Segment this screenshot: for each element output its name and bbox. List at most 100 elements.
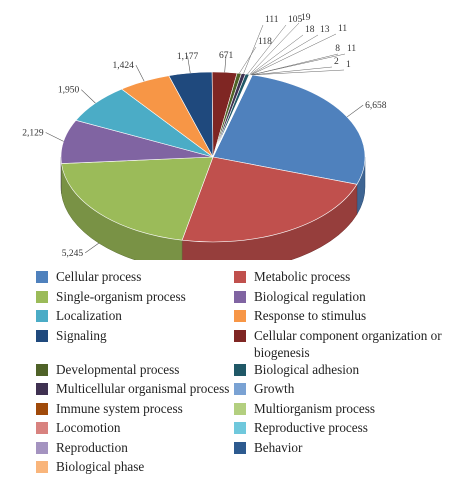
data-label: 11 bbox=[347, 44, 356, 54]
data-label: 1 bbox=[346, 60, 351, 70]
leader-line bbox=[224, 55, 227, 73]
legend-swatch bbox=[36, 402, 48, 415]
leader-line bbox=[249, 22, 300, 75]
leader-line bbox=[250, 34, 319, 75]
legend-label: Developmental process bbox=[56, 361, 180, 377]
data-label: 18 bbox=[305, 25, 315, 35]
legend-label: Response to stimulus bbox=[254, 308, 367, 323]
legend-swatch bbox=[36, 363, 48, 376]
legend-item-multiorganism-process: Multiorganism process bbox=[234, 400, 464, 420]
data-label: 5,245 bbox=[62, 249, 84, 259]
legend-swatch bbox=[234, 422, 246, 434]
legend-swatch bbox=[234, 402, 246, 415]
legend-swatch bbox=[234, 329, 246, 342]
data-label: 2,129 bbox=[22, 128, 44, 138]
legend-item-biological-regulation: Biological regulation bbox=[234, 288, 464, 308]
legend-swatch bbox=[234, 290, 246, 303]
legend-grid: Cellular process Metabolic process Single-… bbox=[36, 268, 466, 478]
leader-line bbox=[45, 132, 64, 142]
legend-item-reproductive-process: Reproductive process bbox=[234, 419, 464, 439]
legend-label: Biological adhesion bbox=[254, 361, 360, 377]
leader-line bbox=[84, 242, 100, 254]
legend-label: Biological regulation bbox=[254, 288, 366, 304]
legend-item-reproduction: Reproduction bbox=[36, 439, 234, 459]
legend-item-locomotion: Locomotion bbox=[36, 419, 234, 439]
data-label: 105 bbox=[288, 15, 303, 25]
legend-item-growth: Growth bbox=[234, 380, 464, 400]
legend-label: Cellular component organization or bioge… bbox=[254, 327, 442, 360]
leader-line bbox=[252, 66, 333, 76]
legend-swatch bbox=[36, 383, 48, 395]
leader-line bbox=[239, 46, 257, 74]
leader-line bbox=[187, 55, 191, 74]
legend-swatch bbox=[234, 271, 246, 283]
legend-label: Immune system process bbox=[56, 400, 183, 416]
legend-label: Single-organism process bbox=[56, 288, 186, 304]
data-label: 111 bbox=[265, 15, 279, 25]
leader-line bbox=[251, 33, 337, 75]
leader-line bbox=[252, 69, 345, 76]
legend-label: Metabolic process bbox=[254, 269, 351, 284]
data-label: 118 bbox=[258, 37, 272, 47]
data-label: 19 bbox=[301, 13, 311, 23]
legend-swatch bbox=[36, 310, 48, 322]
legend-label: Biological phase bbox=[56, 459, 145, 474]
leader-line bbox=[252, 53, 339, 76]
legend-item-single-organism-process: Single-organism process bbox=[36, 288, 234, 308]
pie-slice-cellular-process bbox=[212, 74, 366, 185]
legend-item-signaling: Signaling bbox=[36, 327, 234, 361]
legend-swatch bbox=[36, 461, 48, 473]
leader-line bbox=[81, 89, 96, 104]
legend: Cellular process Metabolic process Single-… bbox=[36, 268, 466, 478]
data-labels-group: 6,6585,8925,2452,1291,9501,4241,17767111… bbox=[22, 13, 387, 259]
leader-line bbox=[243, 24, 264, 74]
legend-item-response-to-stimulus: Response to stimulus bbox=[234, 307, 464, 327]
legend-item-immune-system-process: Immune system process bbox=[36, 400, 234, 420]
legend-item-cellular-process: Cellular process bbox=[36, 268, 234, 288]
legend-item-localization: Localization bbox=[36, 307, 234, 327]
legend-item-biological-adhesion: Biological adhesion bbox=[234, 361, 464, 381]
legend-swatch bbox=[234, 441, 246, 454]
leader-line bbox=[247, 24, 287, 75]
legend-swatch bbox=[36, 441, 48, 454]
legend-label: Signaling bbox=[56, 327, 107, 343]
legend-item-behavior: Behavior bbox=[234, 439, 464, 459]
legend-swatch bbox=[36, 329, 48, 342]
data-label: 13 bbox=[320, 25, 330, 35]
legend-swatch bbox=[234, 383, 246, 395]
legend-label: Reproductive process bbox=[254, 420, 368, 435]
data-label: 1,177 bbox=[177, 52, 199, 62]
legend-item-cellular-component-organization-or-biogenesis: Cellular component organization or bioge… bbox=[234, 327, 464, 361]
pie-slice-metabolic-process bbox=[181, 156, 358, 243]
legend-swatch bbox=[234, 363, 246, 376]
data-label: 1,950 bbox=[58, 86, 80, 96]
legend-item-multicellular-organismal-process: Multicellular organismal process bbox=[36, 380, 234, 400]
pie-chart-area: 6,6585,8925,2452,1291,9501,4241,17767111… bbox=[22, 13, 387, 260]
legend-label: Cellular process bbox=[56, 269, 142, 284]
data-label: 1,424 bbox=[113, 61, 135, 71]
leader-line bbox=[250, 34, 304, 75]
pie-slice-single-organism-process bbox=[61, 156, 214, 241]
data-label: 671 bbox=[219, 51, 234, 61]
legend-label: Behavior bbox=[254, 439, 303, 455]
legend-label: Multicellular organismal process bbox=[56, 381, 230, 396]
pie-tops-group bbox=[60, 71, 366, 243]
data-label: 11 bbox=[338, 24, 347, 34]
leader-lines-group bbox=[45, 22, 364, 254]
legend-item-metabolic-process: Metabolic process bbox=[234, 268, 464, 288]
legend-swatch bbox=[234, 310, 246, 322]
leader-line bbox=[135, 64, 145, 82]
legend-label: Reproduction bbox=[56, 439, 128, 455]
pie-chart: 6,6585,8925,2452,1291,9501,4241,17767111… bbox=[22, 13, 387, 260]
legend-item-biological-phase: Biological phase bbox=[36, 458, 234, 478]
data-label: 2 bbox=[334, 57, 339, 67]
data-label: 6,658 bbox=[365, 101, 387, 111]
legend-label: Localization bbox=[56, 308, 122, 323]
legend-label: Locomotion bbox=[56, 420, 121, 435]
leader-line bbox=[346, 104, 364, 118]
legend-label: Growth bbox=[254, 381, 295, 396]
legend-item-developmental-process: Developmental process bbox=[36, 361, 234, 381]
legend-swatch bbox=[36, 271, 48, 283]
legend-swatch bbox=[36, 290, 48, 303]
legend-label: Multiorganism process bbox=[254, 400, 375, 416]
